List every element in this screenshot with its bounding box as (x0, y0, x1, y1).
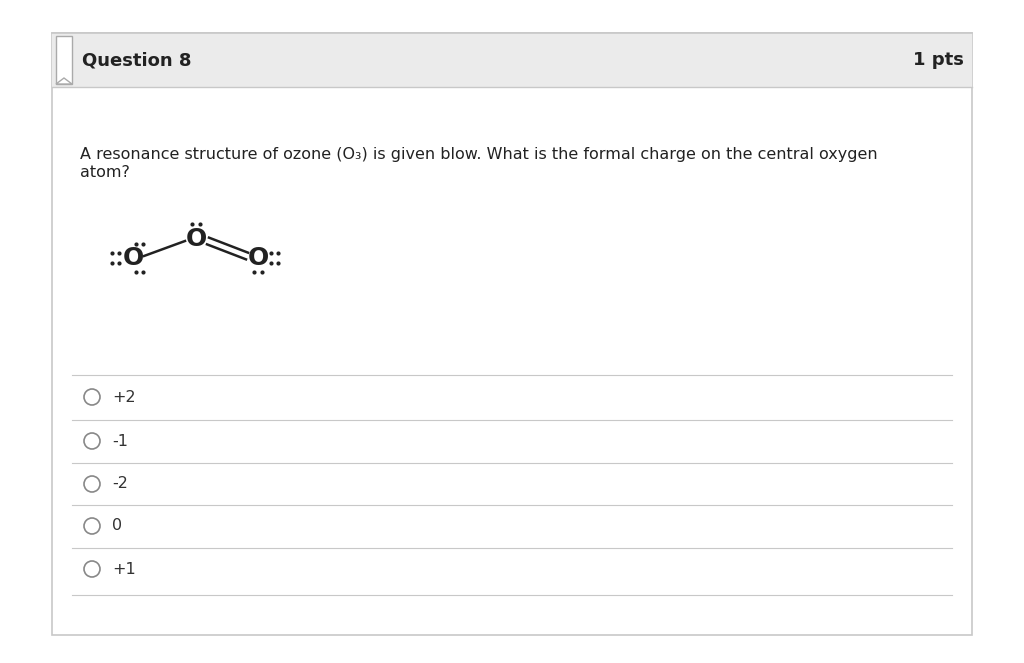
Polygon shape (56, 78, 72, 84)
Text: atom?: atom? (80, 165, 130, 180)
Bar (52, 33, 972, 635)
Text: O: O (185, 227, 207, 251)
Text: +2: +2 (112, 389, 135, 404)
Text: O: O (248, 246, 268, 270)
Text: Question 8: Question 8 (82, 51, 191, 69)
Text: -2: -2 (112, 477, 128, 491)
Text: +1: +1 (112, 562, 136, 577)
Text: 1 pts: 1 pts (913, 51, 964, 69)
Bar (52, 33, 972, 87)
Bar (56, 36, 72, 84)
Text: A resonance structure of ozone (O₃) is given blow. What is the formal charge on : A resonance structure of ozone (O₃) is g… (80, 147, 878, 162)
Text: -1: -1 (112, 434, 128, 448)
Text: O: O (123, 246, 143, 270)
Text: 0: 0 (112, 518, 122, 534)
